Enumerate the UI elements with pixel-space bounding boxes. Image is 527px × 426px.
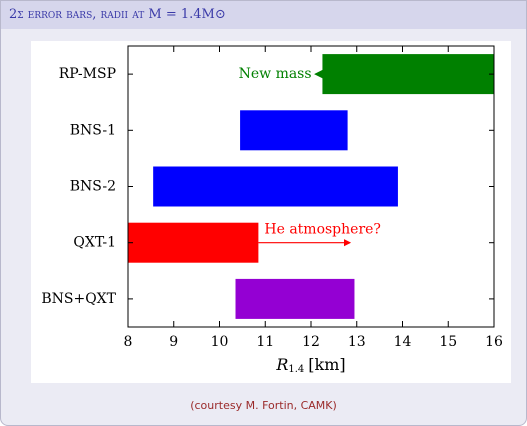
chart: RP-MSP BNS-1 BNS-2 QXT-1 BNS+QXT 8 9 10 11 12 13 14…: [41, 45, 503, 375]
x-tick-label: 12: [302, 334, 320, 350]
x-tick-label: 8: [124, 334, 133, 350]
y-tick-label: BNS-1: [70, 122, 116, 138]
annotation: New mass: [239, 66, 312, 82]
x-label-unit: [km]: [308, 355, 345, 374]
x-tick-label: 16: [485, 334, 503, 350]
x-tick-label: 13: [348, 334, 366, 350]
bar: [240, 110, 348, 151]
y-tick-label: RP-MSP: [59, 66, 116, 82]
x-label-subscript: 1.4: [288, 364, 304, 375]
y-tick-label: BNS+QXT: [41, 291, 116, 307]
bar: [153, 166, 398, 207]
x-tick-label: 11: [256, 334, 274, 350]
x-tick-label: 10: [211, 334, 229, 350]
bar: [322, 54, 494, 95]
x-label-symbol: R: [275, 355, 288, 374]
caption: (courtesy M. Fortin, CAMK): [190, 399, 337, 412]
x-axis-label: R1.4 [km]: [275, 355, 345, 375]
figure: RP-MSP BNS-1 BNS-2 QXT-1 BNS+QXT 8 9 10 11 12 13 14…: [31, 41, 511, 383]
axes-frame: [127, 45, 495, 328]
bar: [235, 278, 355, 319]
annotation: He atmosphere?: [264, 222, 381, 238]
x-tick-label: 9: [169, 334, 178, 350]
block-title: 2σ error bars, radii at M = 1.4M⊙: [1, 1, 526, 29]
y-tick-label: QXT-1: [73, 235, 116, 251]
bar: [128, 222, 259, 263]
y-tick-label: BNS-2: [70, 179, 116, 195]
x-tick-label: 15: [439, 334, 457, 350]
x-tick-label: 14: [394, 334, 412, 350]
